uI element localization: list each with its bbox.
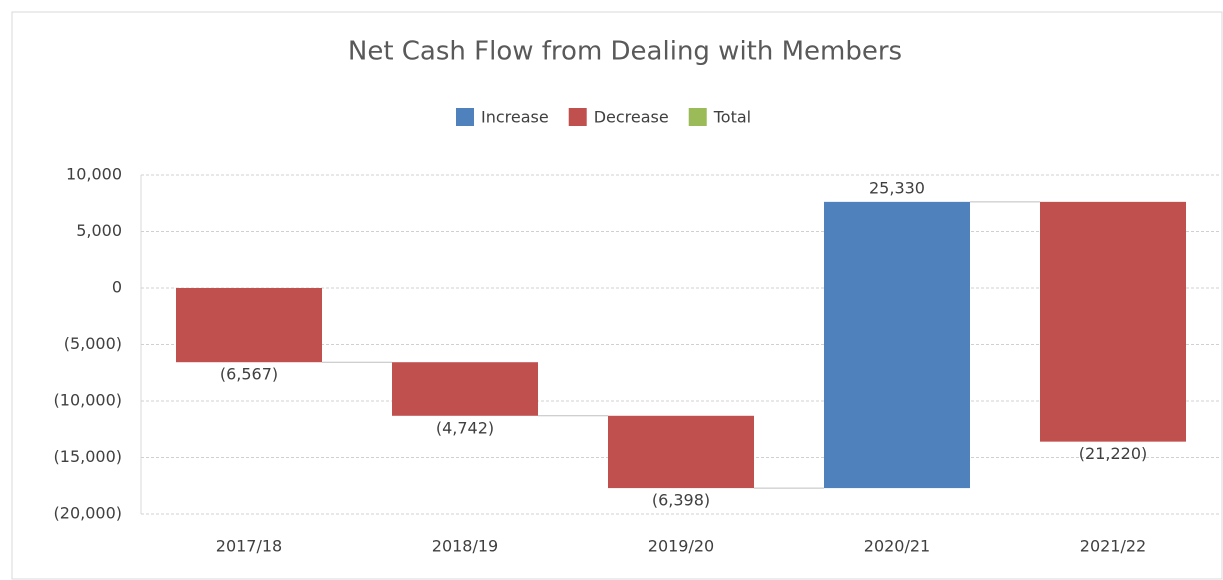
bar xyxy=(1040,201,1186,442)
y-tick-label: (15,000) xyxy=(54,447,122,466)
y-tick-label: 5,000 xyxy=(76,221,122,240)
value-label: 25,330 xyxy=(869,178,925,197)
y-tick-label: (20,000) xyxy=(54,504,122,523)
y-tick-label: (10,000) xyxy=(54,391,122,410)
bar xyxy=(176,288,322,363)
y-tick-label: (5,000) xyxy=(64,334,122,353)
x-tick-label: 2019/20 xyxy=(648,537,714,556)
x-tick-label: 2018/19 xyxy=(432,537,498,556)
value-label: (6,398) xyxy=(652,491,710,510)
x-tick-label: 2020/21 xyxy=(864,537,930,556)
legend-swatch xyxy=(688,108,707,126)
value-label: (21,220) xyxy=(1079,444,1147,463)
legend-label: Total xyxy=(713,108,751,127)
value-label: (4,742) xyxy=(436,418,494,437)
legend-label: Increase xyxy=(481,108,549,127)
bar xyxy=(392,362,538,416)
bar xyxy=(824,201,970,489)
x-tick-label: 2017/18 xyxy=(216,537,282,556)
value-label: (6,567) xyxy=(220,365,278,384)
bar xyxy=(608,415,754,489)
y-tick-label: 0 xyxy=(112,278,122,297)
x-tick-label: 2021/22 xyxy=(1080,537,1146,556)
legend-swatch xyxy=(456,108,474,126)
y-tick-label: 10,000 xyxy=(66,165,122,184)
legend-swatch xyxy=(568,108,587,126)
chart-title: Net Cash Flow from Dealing with Members xyxy=(348,37,902,67)
legend-label: Decrease xyxy=(594,108,669,127)
